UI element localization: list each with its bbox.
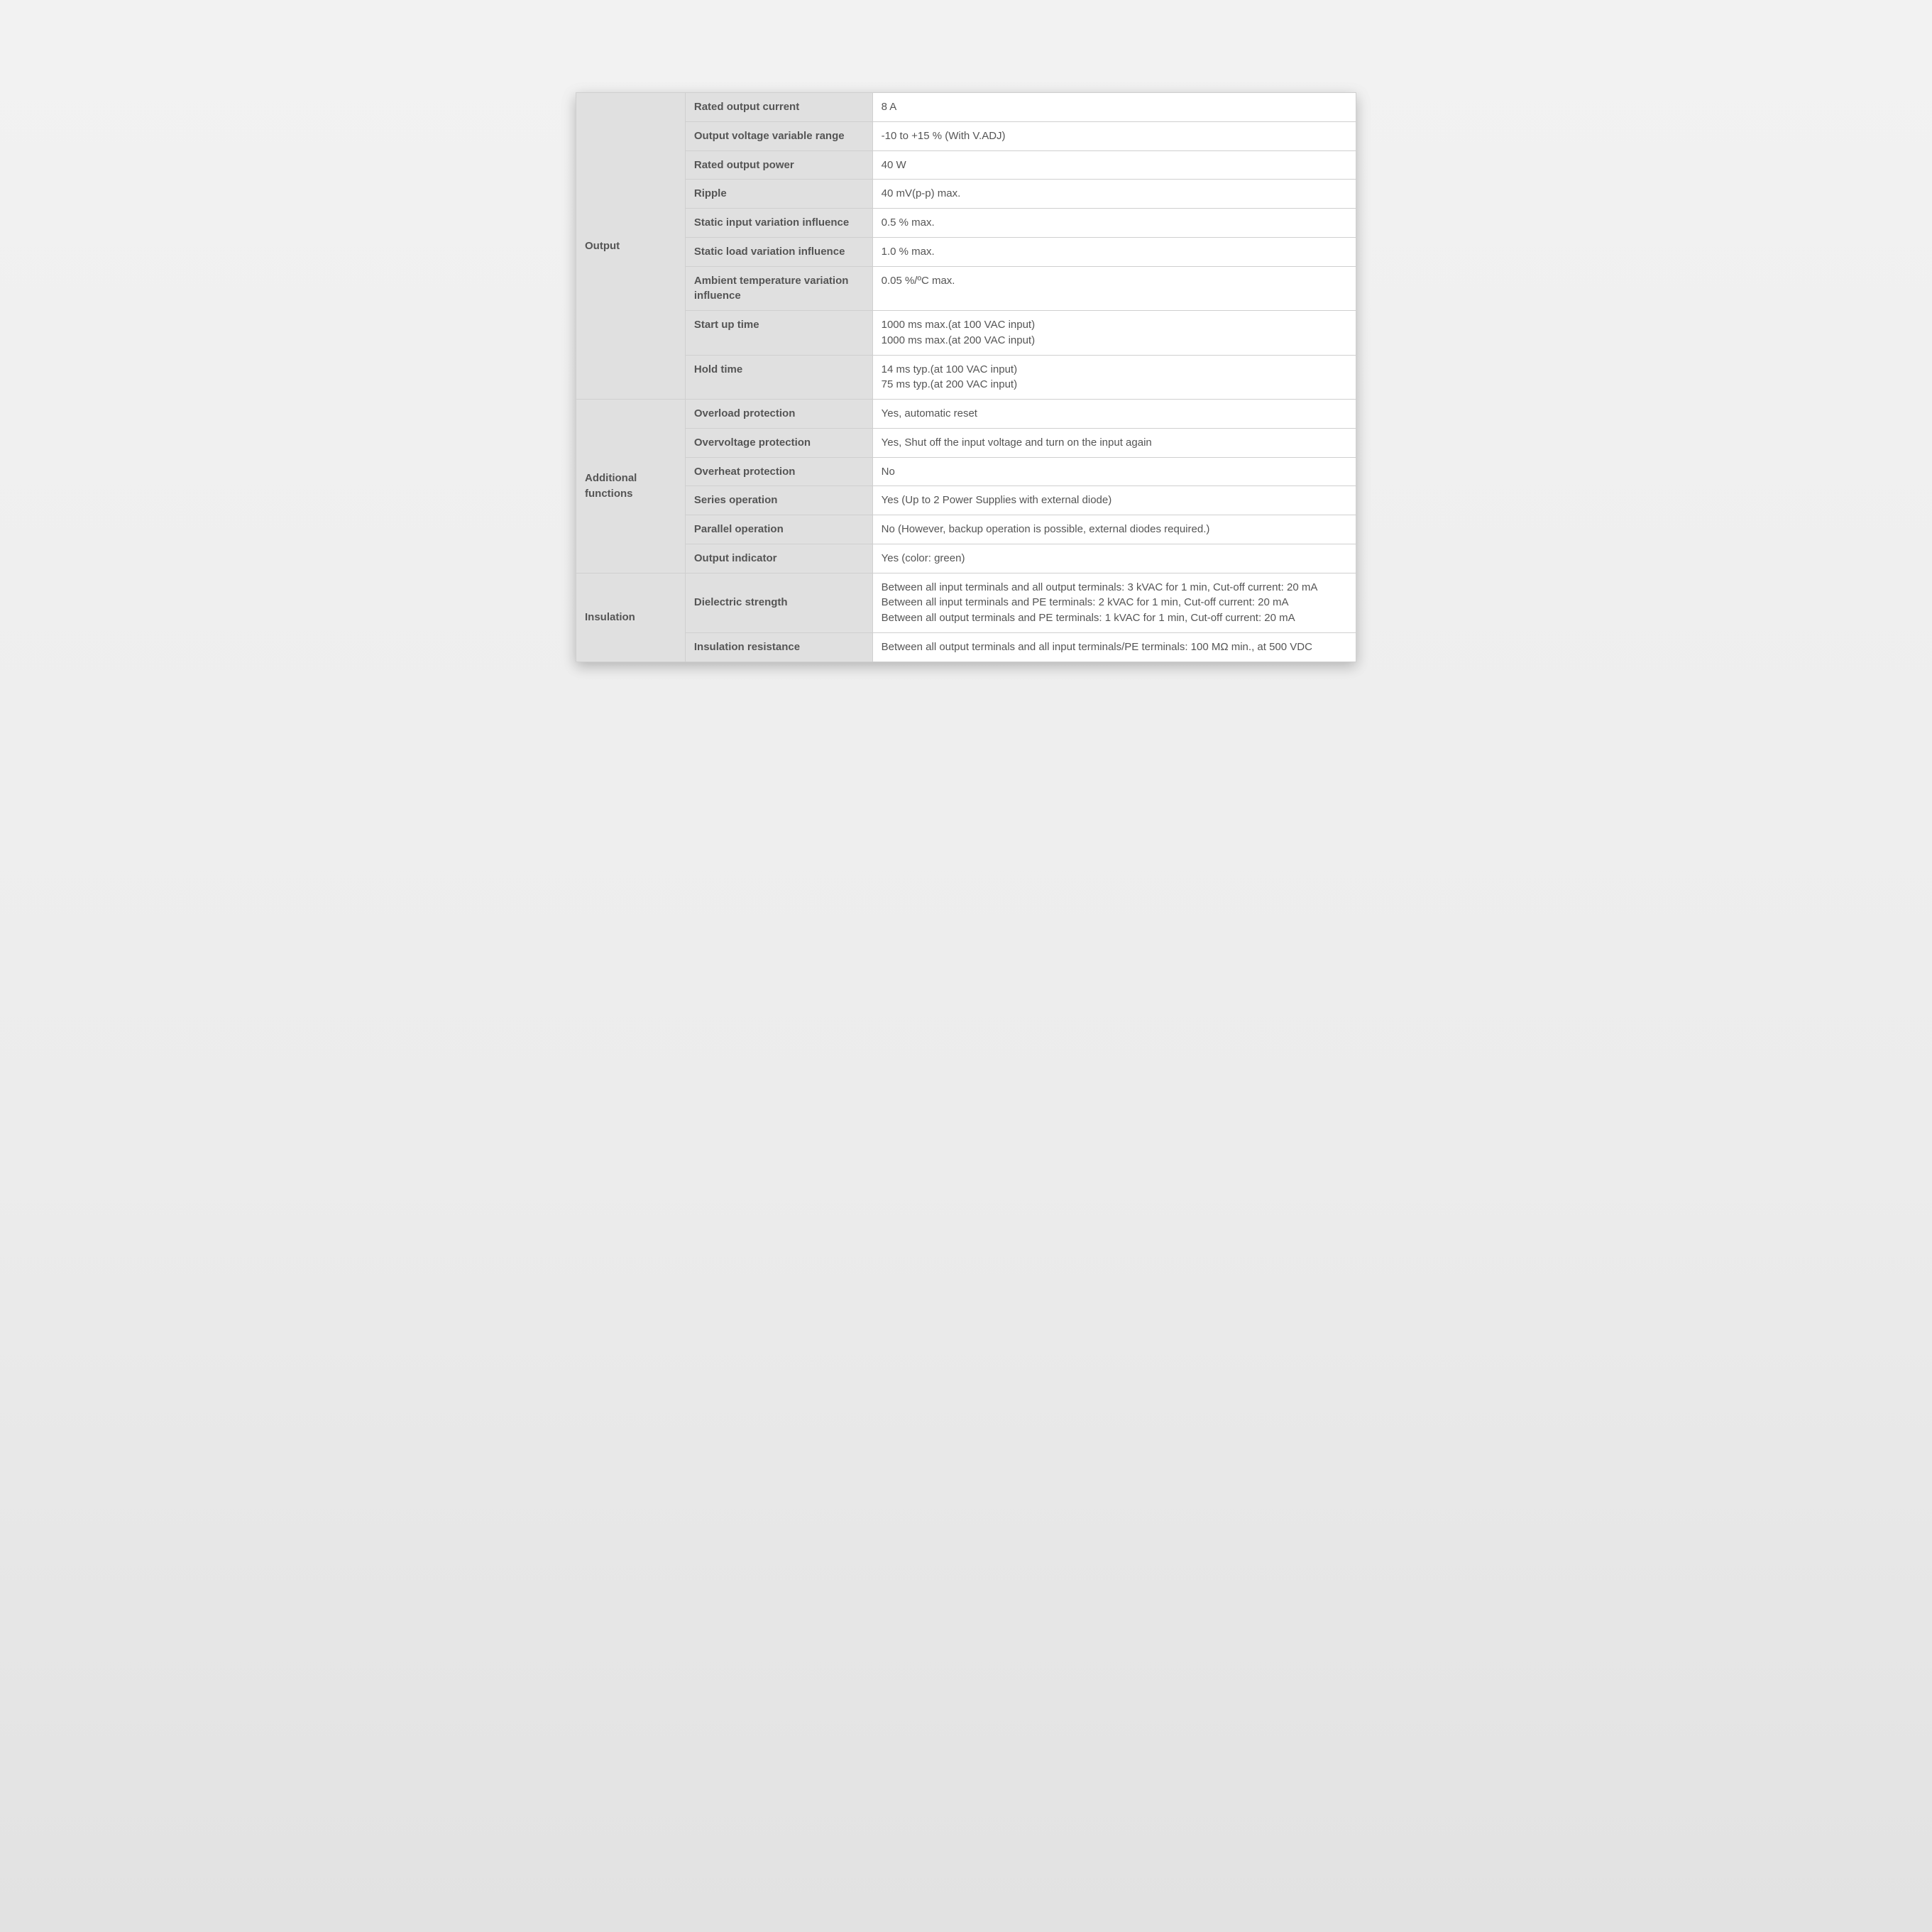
table-row: Overheat protection No xyxy=(576,457,1356,486)
param-cell: Rated output power xyxy=(685,150,872,180)
param-cell: Hold time xyxy=(685,355,872,400)
param-cell: Output indicator xyxy=(685,544,872,573)
value-cell: 0.05 %/ºC max. xyxy=(872,266,1356,311)
table-row: Output Rated output current 8 A xyxy=(576,93,1356,122)
table-row: Overvoltage protection Yes, Shut off the… xyxy=(576,428,1356,457)
param-cell: Dielectric strength xyxy=(685,573,872,632)
value-cell: 1000 ms max.(at 100 VAC input)1000 ms ma… xyxy=(872,311,1356,356)
table-row: Insulation Dielectric strength Between a… xyxy=(576,573,1356,632)
table-row: Output indicator Yes (color: green) xyxy=(576,544,1356,573)
value-cell: -10 to +15 % (With V.ADJ) xyxy=(872,121,1356,150)
table-row: Static input variation influence 0.5 % m… xyxy=(576,209,1356,238)
value-cell: 1.0 % max. xyxy=(872,237,1356,266)
value-cell: Yes, Shut off the input voltage and turn… xyxy=(872,428,1356,457)
table-row: Ambient temperature variation influence … xyxy=(576,266,1356,311)
param-cell: Ripple xyxy=(685,180,872,209)
param-cell: Overvoltage protection xyxy=(685,428,872,457)
table-row: Rated output power 40 W xyxy=(576,150,1356,180)
table-row: Series operation Yes (Up to 2 Power Supp… xyxy=(576,486,1356,515)
value-cell: 0.5 % max. xyxy=(872,209,1356,238)
value-cell: 8 A xyxy=(872,93,1356,122)
param-cell: Insulation resistance xyxy=(685,632,872,662)
table-row: Additional functions Overload protection… xyxy=(576,400,1356,429)
param-cell: Start up time xyxy=(685,311,872,356)
spec-table-container: Output Rated output current 8 A Output v… xyxy=(576,92,1356,662)
table-row: Static load variation influence 1.0 % ma… xyxy=(576,237,1356,266)
param-cell: Static load variation influence xyxy=(685,237,872,266)
value-cell: Between all output terminals and all inp… xyxy=(872,632,1356,662)
value-cell: Between all input terminals and all outp… xyxy=(872,573,1356,632)
param-cell: Rated output current xyxy=(685,93,872,122)
category-cell-additional-functions: Additional functions xyxy=(576,400,686,573)
param-cell: Parallel operation xyxy=(685,515,872,544)
spec-table: Output Rated output current 8 A Output v… xyxy=(576,92,1356,662)
category-cell-output: Output xyxy=(576,93,686,400)
value-cell: 40 W xyxy=(872,150,1356,180)
spec-table-body: Output Rated output current 8 A Output v… xyxy=(576,93,1356,662)
table-row: Insulation resistance Between all output… xyxy=(576,632,1356,662)
value-cell: No (However, backup operation is possibl… xyxy=(872,515,1356,544)
value-cell: Yes (color: green) xyxy=(872,544,1356,573)
param-cell: Overload protection xyxy=(685,400,872,429)
value-cell: Yes (Up to 2 Power Supplies with externa… xyxy=(872,486,1356,515)
value-cell: 14 ms typ.(at 100 VAC input)75 ms typ.(a… xyxy=(872,355,1356,400)
table-row: Hold time 14 ms typ.(at 100 VAC input)75… xyxy=(576,355,1356,400)
value-cell: No xyxy=(872,457,1356,486)
value-cell: Yes, automatic reset xyxy=(872,400,1356,429)
table-row: Start up time 1000 ms max.(at 100 VAC in… xyxy=(576,311,1356,356)
param-cell: Series operation xyxy=(685,486,872,515)
value-cell: 40 mV(p-p) max. xyxy=(872,180,1356,209)
table-row: Parallel operation No (However, backup o… xyxy=(576,515,1356,544)
param-cell: Overheat protection xyxy=(685,457,872,486)
param-cell: Static input variation influence xyxy=(685,209,872,238)
table-row: Ripple 40 mV(p-p) max. xyxy=(576,180,1356,209)
param-cell: Output voltage variable range xyxy=(685,121,872,150)
table-row: Output voltage variable range -10 to +15… xyxy=(576,121,1356,150)
param-cell: Ambient temperature variation influence xyxy=(685,266,872,311)
category-cell-insulation: Insulation xyxy=(576,573,686,662)
